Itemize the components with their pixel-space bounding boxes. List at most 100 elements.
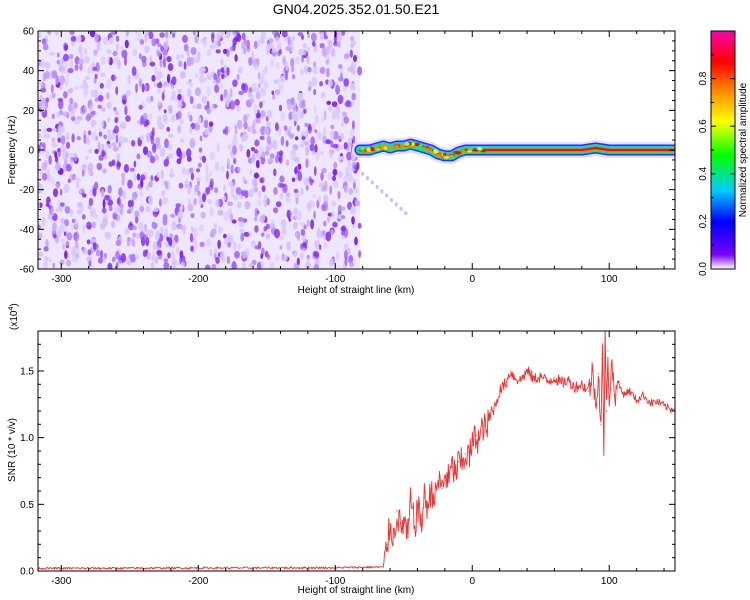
noise-cell (284, 254, 288, 261)
noise-cell (259, 135, 265, 140)
noise-cell (95, 136, 99, 141)
noise-cell (246, 149, 251, 158)
noise-cell (308, 138, 311, 148)
noise-cell (205, 238, 212, 247)
noise-cell (144, 84, 148, 91)
noise-cell (112, 50, 118, 57)
noise-cell (95, 62, 100, 72)
noise-cell (171, 76, 177, 85)
noise-cell (243, 179, 248, 185)
noise-cell (38, 225, 41, 230)
noise-cell (75, 247, 80, 255)
noise-cell (162, 217, 168, 226)
noise-cell (168, 133, 173, 138)
noise-cell (290, 66, 295, 73)
noise-cell (189, 126, 193, 134)
snr-point (434, 497, 436, 499)
noise-cell (176, 54, 180, 61)
noise-cell (332, 110, 337, 119)
noise-cell (282, 56, 286, 66)
noise-cell (234, 251, 240, 259)
noise-cell (261, 185, 266, 193)
noise-cell (124, 39, 129, 49)
noise-cell (59, 202, 65, 207)
noise-cell (248, 56, 253, 66)
noise-cell (238, 90, 244, 95)
noise-cell (177, 211, 184, 220)
noise-cell (111, 131, 115, 140)
noise-cell (201, 95, 207, 104)
noise-cell (132, 49, 138, 57)
noise-cell (134, 31, 141, 35)
noise-cell (217, 226, 223, 234)
noise-cell (236, 106, 241, 112)
noise-cell (107, 144, 112, 149)
noise-cell (275, 122, 279, 131)
noise-cell (353, 187, 359, 194)
noise-cell (121, 93, 128, 101)
snr-point (396, 510, 398, 512)
noise-cell (66, 259, 71, 267)
noise-cell (157, 43, 162, 48)
noise-cell (198, 225, 204, 232)
noise-cell (345, 100, 351, 107)
noise-cell (287, 130, 291, 137)
noise-cell (101, 107, 106, 112)
y-tick-label: 0.5 (20, 500, 34, 511)
noise-cell (163, 261, 170, 269)
noise-cell (213, 223, 218, 229)
noise-cell (163, 258, 169, 263)
noise-cell (120, 121, 127, 130)
noise-cell (152, 143, 157, 154)
snr-panel: -300 -200 -100 0 100 0.0 0.5 1.0 1.5 Height of s… (7, 303, 676, 596)
noise-cell (56, 182, 59, 190)
noise-cell (170, 213, 176, 218)
noise-cell (315, 244, 320, 252)
noise-cell (122, 190, 127, 200)
noise-cell (246, 39, 251, 49)
noise-cell (263, 127, 269, 136)
noise-cell (211, 263, 217, 269)
snr-y-multiplier-close: ) (9, 303, 20, 306)
noise-cell (93, 214, 99, 220)
noise-cell (124, 105, 128, 116)
spectrogram-signal-band (351, 136, 675, 164)
noise-cell (307, 125, 312, 134)
noise-cell (151, 222, 158, 230)
noise-cell (154, 154, 159, 161)
noise-cell (149, 113, 153, 120)
noise-cell (340, 215, 346, 220)
noise-cell (236, 119, 243, 130)
noise-cell (79, 106, 86, 115)
noise-cell (159, 147, 166, 157)
noise-cell (111, 220, 116, 228)
noise-cell (295, 56, 301, 65)
noise-cell (348, 187, 354, 196)
noise-cell (299, 221, 306, 227)
noise-cell (199, 75, 205, 83)
noise-cell (177, 88, 182, 94)
snr-point (510, 370, 512, 372)
noise-cell (51, 137, 56, 143)
noise-cell (198, 147, 203, 153)
noise-cell (291, 35, 296, 41)
noise-cell (171, 250, 175, 260)
noise-cell (62, 111, 69, 117)
noise-cell (164, 138, 169, 149)
noise-cell (206, 86, 211, 97)
noise-cell (161, 190, 166, 197)
y-tick-label: 0.0 (20, 567, 34, 578)
noise-cell (295, 136, 299, 141)
noise-cell (42, 172, 48, 181)
x-tick-label: -100 (325, 576, 345, 587)
noise-cell (338, 156, 345, 161)
noise-cell (108, 161, 113, 167)
noise-cell (59, 238, 65, 243)
noise-cell (341, 31, 346, 36)
noise-cell (45, 239, 49, 248)
noise-cell (223, 184, 226, 192)
noise-cell (242, 262, 246, 269)
noise-cell (116, 153, 121, 161)
snr-point (427, 506, 429, 508)
noise-cell (237, 167, 241, 172)
